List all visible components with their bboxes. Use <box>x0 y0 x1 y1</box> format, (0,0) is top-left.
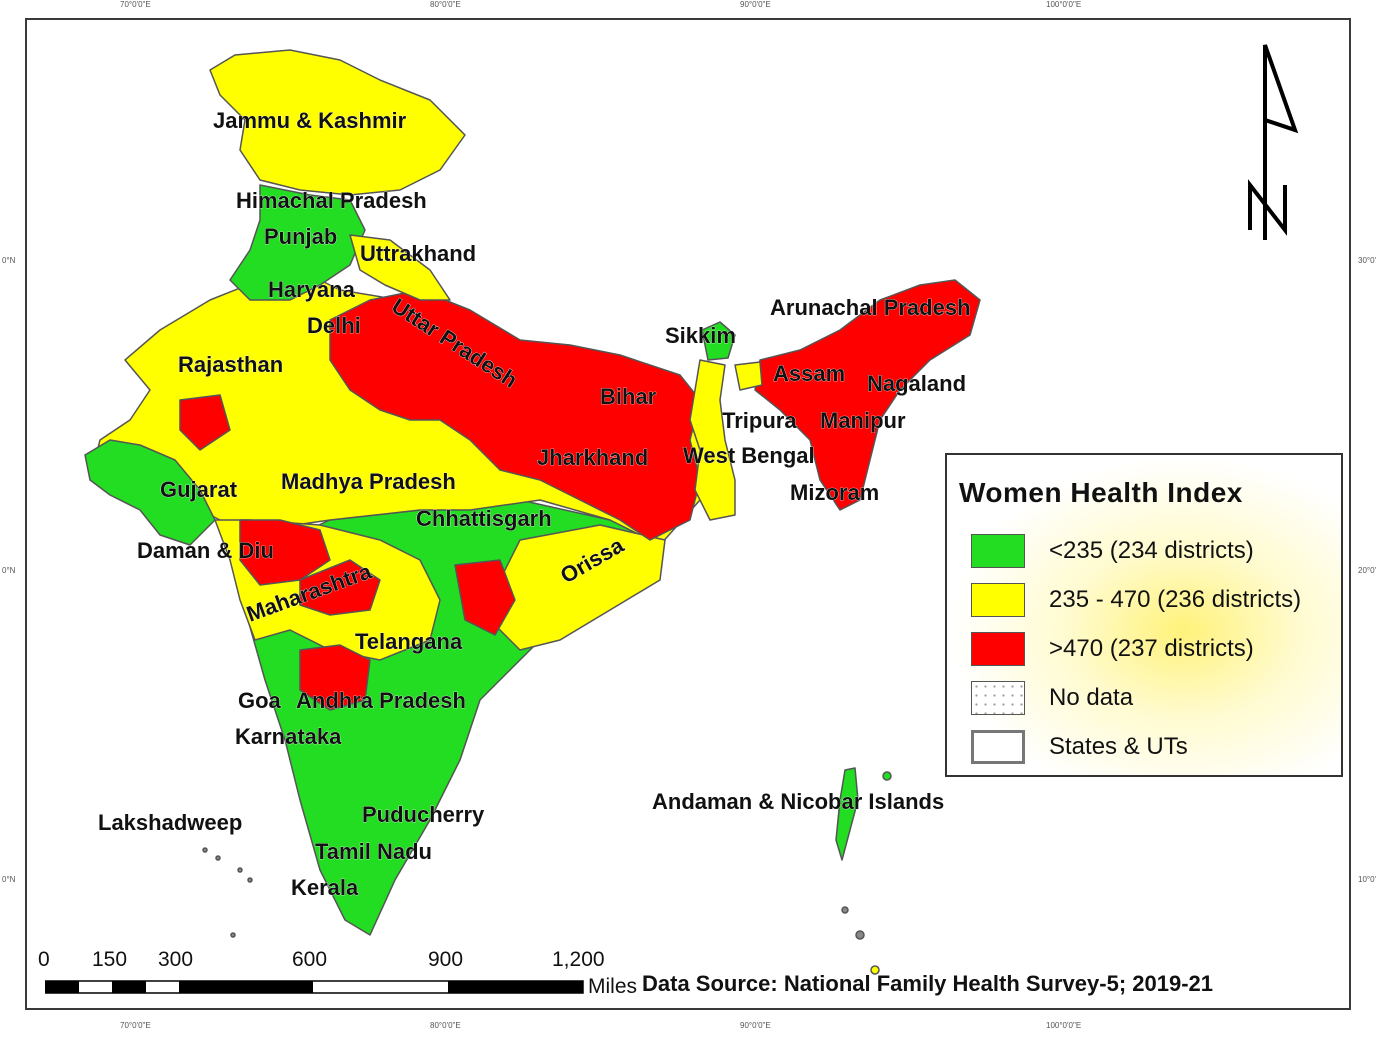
legend-label-nodata: No data <box>1049 684 1134 711</box>
scale-tick-300: 300 <box>158 948 194 971</box>
legend-item-mid: 235 - 470 (236 districts) <box>971 581 1301 619</box>
graticule-left-30: 0°N <box>2 256 16 265</box>
legend-label-mid: 235 - 470 (236 districts) <box>1049 586 1302 613</box>
graticule-right-20: 20°0' <box>1358 566 1377 575</box>
label-goa: Goa <box>238 688 282 713</box>
label-assam: Assam <box>773 361 845 386</box>
legend: Women Health Index <235 (234 districts) … <box>945 453 1343 777</box>
region-assam-yellow[interactable] <box>734 361 763 391</box>
graticule-bottom-70: 70°0'0"E <box>120 1021 151 1030</box>
legend-swatch-high <box>971 632 1025 666</box>
data-source: Data Source: National Family Health Surv… <box>642 971 1213 996</box>
region-west-bengal[interactable] <box>689 359 736 521</box>
label-rajasthan: Rajasthan <box>178 352 283 377</box>
legend-swatch-mid <box>971 583 1025 617</box>
legend-item-high: >470 (237 districts) <box>971 630 1254 668</box>
legend-swatch-low <box>971 534 1025 568</box>
label-himachal: Himachal Pradesh <box>236 188 427 213</box>
label-karnataka: Karnataka <box>235 724 342 749</box>
graticule-right-30: 30°0' <box>1358 256 1377 265</box>
label-haryana: Haryana <box>268 277 356 302</box>
region-telangana-red[interactable] <box>299 644 371 711</box>
label-andhra: Andhra Pradesh <box>296 688 466 713</box>
legend-label-high: >470 (237 districts) <box>1049 635 1254 662</box>
scale-bar-graphic <box>45 980 584 994</box>
legend-swatch-states <box>971 730 1025 764</box>
label-punjab: Punjab <box>264 224 337 249</box>
region-north-green[interactable] <box>229 184 366 301</box>
label-andaman: Andaman & Nicobar Islands <box>652 789 944 814</box>
graticule-top-80: 80°0'0"E <box>430 0 461 9</box>
island-dot <box>247 877 253 883</box>
label-west-bengal: West Bengal <box>683 443 815 468</box>
graticule-bottom-80: 80°0'0"E <box>430 1021 461 1030</box>
island-dot <box>230 932 236 938</box>
label-sikkim: Sikkim <box>665 323 736 348</box>
label-jharkhand: Jharkhand <box>537 445 648 470</box>
label-telangana: Telangana <box>355 629 463 654</box>
graticule-top-70: 70°0'0"E <box>120 0 151 9</box>
region-raj-red[interactable] <box>179 394 231 451</box>
region-up-bihar[interactable] <box>329 289 701 541</box>
label-chhattisgarh: Chhattisgarh <box>416 506 552 531</box>
island-dot <box>882 771 892 781</box>
scale-tick-900: 900 <box>428 948 464 971</box>
label-uttrakhand: Uttrakhand <box>360 241 476 266</box>
scale-unit: Miles <box>588 975 638 998</box>
island-dot <box>202 847 208 853</box>
label-madhya-pradesh: Madhya Pradesh <box>281 469 456 494</box>
label-jammu-kashmir: Jammu & Kashmir <box>213 108 407 133</box>
scale-tick-600: 600 <box>292 948 328 971</box>
graticule-bottom-90: 90°0'0"E <box>740 1021 771 1030</box>
scale-tick-0: 0 <box>38 948 50 971</box>
region-sikkim[interactable] <box>701 321 736 361</box>
legend-label-states: States & UTs <box>1049 733 1188 760</box>
label-puducherry: Puducherry <box>362 802 485 827</box>
region-andaman[interactable] <box>835 767 859 861</box>
north-arrow <box>1248 44 1299 240</box>
region-jk[interactable] <box>209 49 466 196</box>
island-dot <box>855 930 865 940</box>
label-lakshadweep: Lakshadweep <box>98 810 242 835</box>
label-kerala: Kerala <box>291 875 359 900</box>
region-uttrakhand[interactable] <box>349 234 451 301</box>
island-dot <box>870 965 880 975</box>
label-tamil-nadu: Tamil Nadu <box>315 839 432 864</box>
label-delhi: Delhi <box>307 313 361 338</box>
region-northeast[interactable] <box>754 279 981 511</box>
legend-title: Women Health Index <box>959 477 1243 508</box>
graticule-left-20: 0°N <box>2 566 16 575</box>
region-maha-red[interactable] <box>299 559 381 616</box>
label-manipur: Manipur <box>820 408 906 433</box>
label-gujarat: Gujarat <box>160 477 238 502</box>
graticule-left-10: 0°N <box>2 875 16 884</box>
graticule-top-100: 100°0'0"E <box>1046 0 1082 9</box>
legend-item-states: States & UTs <box>971 728 1188 766</box>
scale-tick-1200: 1,200 <box>552 948 605 971</box>
region-gujarat[interactable] <box>84 439 216 546</box>
label-nagaland: Nagaland <box>867 371 966 396</box>
label-arunachal: Arunachal Pradesh <box>770 295 971 320</box>
label-mizoram: Mizoram <box>790 480 879 505</box>
legend-swatch-nodata <box>971 681 1025 715</box>
region-chhattis-red[interactable] <box>454 559 516 636</box>
legend-label-low: <235 (234 districts) <box>1049 537 1254 564</box>
graticule-bottom-100: 100°0'0"E <box>1046 1021 1082 1030</box>
island-dot <box>237 867 243 873</box>
region-mp-red[interactable] <box>239 519 331 586</box>
label-bihar: Bihar <box>600 384 657 409</box>
legend-item-low: <235 (234 districts) <box>971 532 1254 570</box>
scale-tick-150: 150 <box>92 948 128 971</box>
label-daman-diu: Daman & Diu <box>137 538 274 563</box>
island-dot <box>841 906 849 914</box>
graticule-right-10: 10°0' <box>1358 875 1377 884</box>
label-tripura: Tripura <box>722 408 797 433</box>
legend-item-nodata: No data <box>971 679 1133 717</box>
graticule-top-90: 90°0'0"E <box>740 0 771 9</box>
island-dot <box>215 855 221 861</box>
